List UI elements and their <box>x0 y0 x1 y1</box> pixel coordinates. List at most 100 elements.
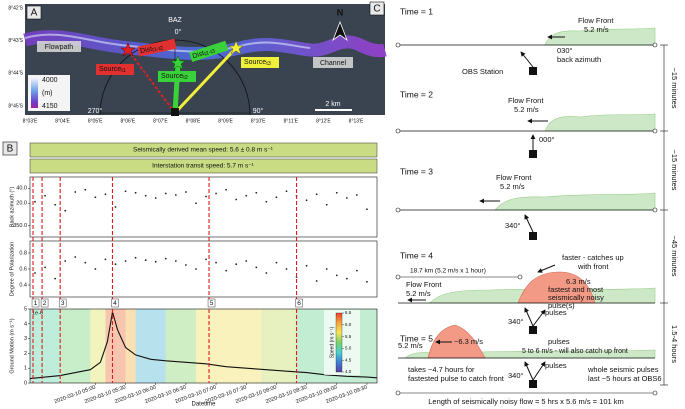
point <box>164 192 167 195</box>
station-label: OBS6 <box>151 115 170 122</box>
event-box <box>31 298 40 308</box>
y-tick-label: 20.0 <box>16 201 27 207</box>
line <box>29 311 378 380</box>
lon-label: 8°10'E <box>251 118 266 124</box>
point <box>355 269 358 272</box>
duration: ~15 minutes <box>670 67 679 108</box>
panel-b: Seismically derived mean speed: 5.6 ± 0.… <box>2 141 378 408</box>
point <box>174 194 177 196</box>
source-sub: t2 <box>183 75 188 81</box>
point <box>84 188 87 191</box>
speed-span <box>195 309 262 383</box>
point <box>325 268 328 270</box>
point <box>335 274 338 277</box>
north-label: N <box>337 7 344 17</box>
end <box>652 390 658 396</box>
lon-label: 8°04'E <box>55 118 70 124</box>
source-sub: t3 <box>266 61 271 67</box>
gap-label: 18.7 km (5.2 m/s x 1 hour) <box>410 268 486 275</box>
azimuth: 340° <box>505 221 521 230</box>
lat-label: 8°45'S <box>8 103 23 109</box>
panel-label: C <box>373 4 380 15</box>
station <box>529 232 537 240</box>
duration: ~45 minutes <box>670 235 679 276</box>
point <box>54 203 57 206</box>
label-box <box>189 40 229 62</box>
panel-c: C ~15 minutes ~15 minutes ~45 minutes 1.… <box>369 1 679 406</box>
mean-speed: Seismically derived mean speed: 5.6 ± 0.… <box>133 147 274 154</box>
point <box>205 258 207 261</box>
end <box>652 42 658 48</box>
lon-label: 8°09'E <box>218 118 233 124</box>
end <box>395 207 401 213</box>
label-box <box>313 57 353 68</box>
pulses: pulses <box>548 337 570 346</box>
pulse <box>517 271 596 304</box>
station <box>529 326 537 334</box>
panel-label: B <box>7 144 14 155</box>
frame <box>29 240 378 298</box>
end <box>395 274 401 280</box>
panel-label-box <box>2 141 18 156</box>
depth-unit: (m) <box>42 90 53 97</box>
point <box>195 268 197 270</box>
source-star <box>120 42 136 57</box>
y-axis-label: Degree of Polarization <box>9 242 15 296</box>
flowpath-label: Flowpath <box>45 44 74 51</box>
point <box>124 190 127 193</box>
time-ticks <box>660 44 668 386</box>
event-label: 5 <box>210 300 214 307</box>
point <box>34 272 36 274</box>
pulses-note: 5 to 6 m/s - will also catch up front <box>522 348 628 355</box>
channel-label: Channel <box>320 60 347 67</box>
point <box>305 199 308 202</box>
colorbar-tick-label: 6.5 <box>345 310 352 315</box>
point <box>225 269 228 272</box>
dist-label: Distt1-t2 <box>140 43 164 56</box>
point <box>134 191 137 194</box>
source-label: Sourcet3 <box>244 59 271 68</box>
whole-note: last ~5 hours at OBS6 <box>588 374 662 383</box>
lon-label: 8°05'E <box>88 118 103 124</box>
station <box>529 150 537 158</box>
catch-note: with front <box>577 262 609 271</box>
point <box>144 194 147 197</box>
end <box>395 390 401 396</box>
y-tick-label: 4 <box>24 321 27 327</box>
source-star <box>228 40 244 55</box>
point <box>275 196 278 199</box>
flow-front: Flow Front <box>496 173 532 182</box>
point <box>54 277 57 280</box>
flow-speed: 5.2 m/s <box>584 25 609 34</box>
label-box <box>137 38 177 57</box>
point <box>134 256 137 259</box>
lat-labels: 8°42'S 8°43'S 8°44'S 8°45'S <box>8 5 23 109</box>
y-tick-label: 0 <box>24 380 27 386</box>
lon-label: 8°06'E <box>120 118 135 124</box>
label-box <box>37 41 81 52</box>
point <box>265 272 268 274</box>
frame <box>29 176 378 238</box>
point <box>345 277 348 280</box>
lat-label: 8°42'S <box>8 5 23 11</box>
point <box>114 263 117 266</box>
label-box <box>241 57 279 68</box>
speed-span <box>165 309 196 383</box>
point <box>94 268 97 270</box>
end <box>652 207 658 213</box>
azimuth-arrow <box>532 361 546 381</box>
flow <box>494 192 656 211</box>
source-label: Sourcet1 <box>99 66 126 75</box>
point <box>225 188 228 191</box>
flow <box>544 113 656 132</box>
point <box>245 260 248 262</box>
pulses: pulses <box>545 361 567 370</box>
point <box>74 256 77 258</box>
speed-span <box>105 309 126 383</box>
colorbar-tick-label: 5.0 <box>345 346 352 351</box>
point <box>325 203 328 206</box>
colorbar-tick-label: 5.5 <box>345 334 352 339</box>
speed-span <box>60 309 91 383</box>
end <box>652 128 658 134</box>
